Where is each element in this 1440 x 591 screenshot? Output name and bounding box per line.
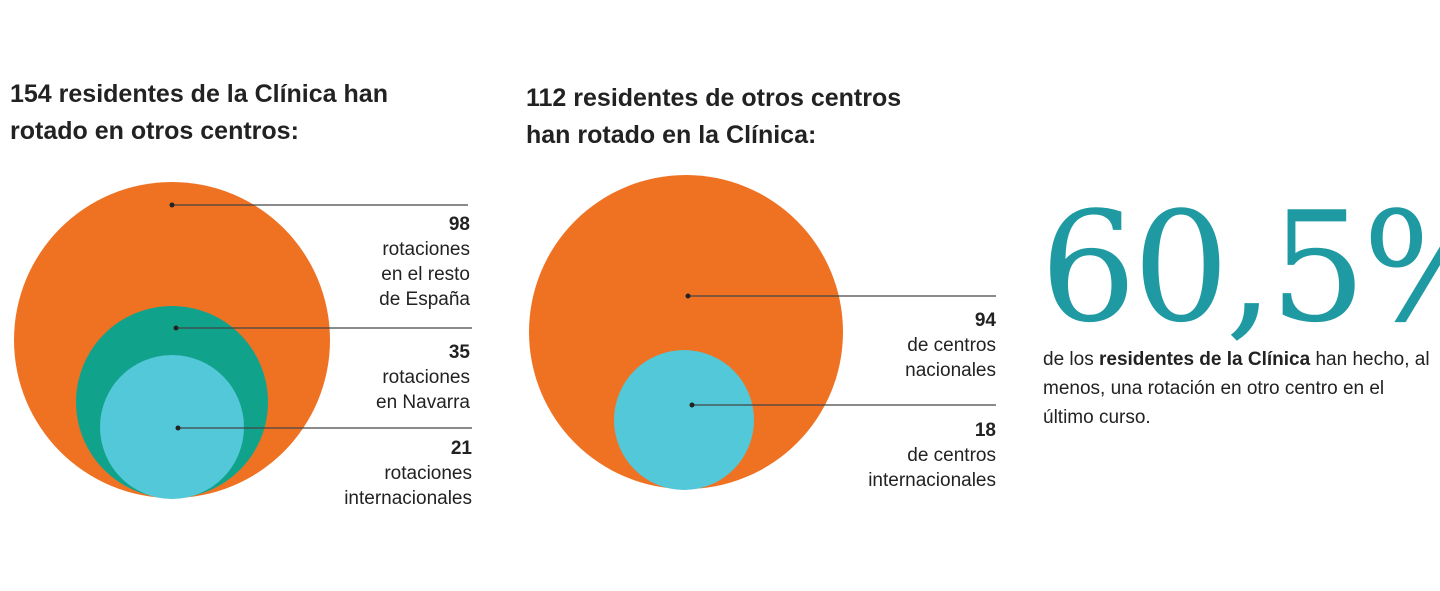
value-nacionales: 94	[974, 310, 996, 331]
label-internacionales: 21 rotaciones internacionales	[344, 436, 472, 511]
leader-dot-internacionales	[175, 425, 181, 431]
leader-dot-nacionales	[685, 293, 691, 299]
highlight-text-bold: residentes de la Clínica	[1098, 349, 1311, 370]
left-heading-line2: rotado en otros centros:	[10, 117, 299, 145]
left-heading-bold: residentes de la Clínica	[58, 80, 337, 108]
highlight-description: de los residentes de la Clínica han hech…	[1043, 345, 1433, 432]
left-heading-tail: han	[343, 80, 388, 108]
text-resto-espana-2: en el resto	[381, 264, 470, 285]
text-internacionales-2b: internacionales	[868, 470, 996, 491]
text-nacionales-1: de centros	[907, 335, 996, 356]
value-navarra: 35	[448, 342, 470, 363]
mid-heading-line1: 112 residentes de otros centros	[526, 84, 902, 112]
value-internacionales-2: 18	[974, 420, 996, 441]
left-heading: 154 residentes de la Clínica han rotado e…	[10, 76, 480, 150]
mid-heading-line2: han rotado en la Clínica:	[526, 121, 817, 149]
circle-centros-internacionales	[614, 350, 754, 490]
text-nacionales-2: nacionales	[905, 360, 996, 381]
value-internacionales: 21	[450, 438, 472, 459]
highlight-percentage: 60,5%	[1040, 179, 1440, 356]
mid-heading: 112 residentes de otros centros han rotad…	[526, 80, 996, 154]
label-navarra: 35 rotaciones en Navarra	[376, 340, 470, 415]
label-resto-espana: 98 rotaciones en el resto de España	[379, 212, 470, 312]
value-resto-espana: 98	[448, 214, 470, 235]
text-resto-espana-3: de España	[379, 289, 470, 310]
text-internacionales-1: rotaciones	[384, 463, 472, 484]
highlight-text-pre: de los	[1043, 349, 1094, 370]
circle-centros-nacionales	[529, 175, 843, 489]
left-heading-count: 154	[10, 80, 52, 108]
text-internacionales-2a: de centros	[907, 445, 996, 466]
leader-dot-resto-espana	[169, 202, 175, 208]
text-resto-espana-1: rotaciones	[382, 239, 470, 260]
label-nacionales: 94 de centros nacionales	[905, 308, 996, 383]
highlight-text-post: han hecho, al menos, una rotación en otr…	[1043, 349, 1430, 428]
leader-dot-navarra	[173, 325, 179, 331]
circle-internacionales	[100, 355, 244, 499]
label-internacionales-2: 18 de centros internacionales	[868, 418, 996, 493]
text-navarra-1: rotaciones	[382, 367, 470, 388]
text-navarra-2: en Navarra	[376, 392, 470, 413]
leader-dot-internacionales-2	[689, 402, 695, 408]
text-internacionales-2: internacionales	[344, 488, 472, 509]
